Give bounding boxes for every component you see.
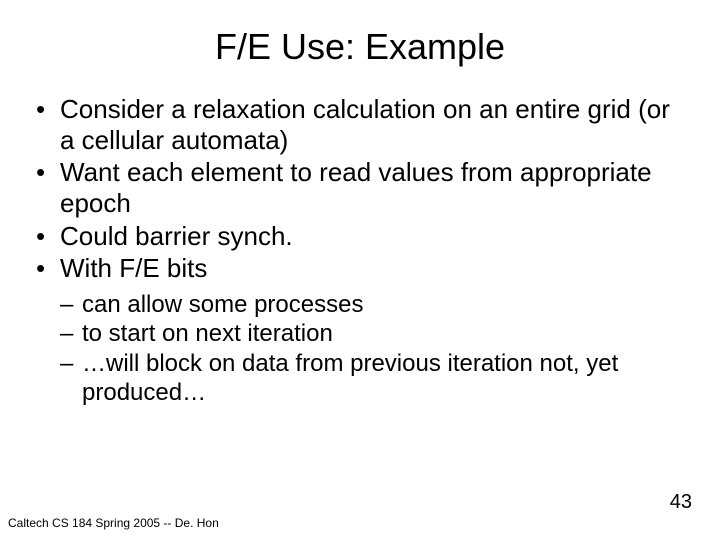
sub-bullet-item: …will block on data from previous iterat…: [30, 349, 690, 408]
page-number: 43: [670, 491, 692, 514]
slide-container: F/E Use: Example Consider a relaxation c…: [0, 0, 720, 540]
bullet-item: Could barrier synch.: [30, 221, 690, 252]
bullet-list: Consider a relaxation calculation on an …: [30, 94, 690, 284]
bullet-item: Want each element to read values from ap…: [30, 157, 690, 218]
sub-bullet-list: can allow some processes to start on nex…: [30, 290, 690, 407]
bullet-item: With F/E bits: [30, 253, 690, 284]
sub-bullet-item: can allow some processes: [30, 290, 690, 319]
footer-text: Caltech CS 184 Spring 2005 -- De. Hon: [8, 516, 219, 530]
bullet-item: Consider a relaxation calculation on an …: [30, 94, 690, 155]
sub-bullet-item: to start on next iteration: [30, 319, 690, 348]
slide-title: F/E Use: Example: [30, 26, 690, 68]
